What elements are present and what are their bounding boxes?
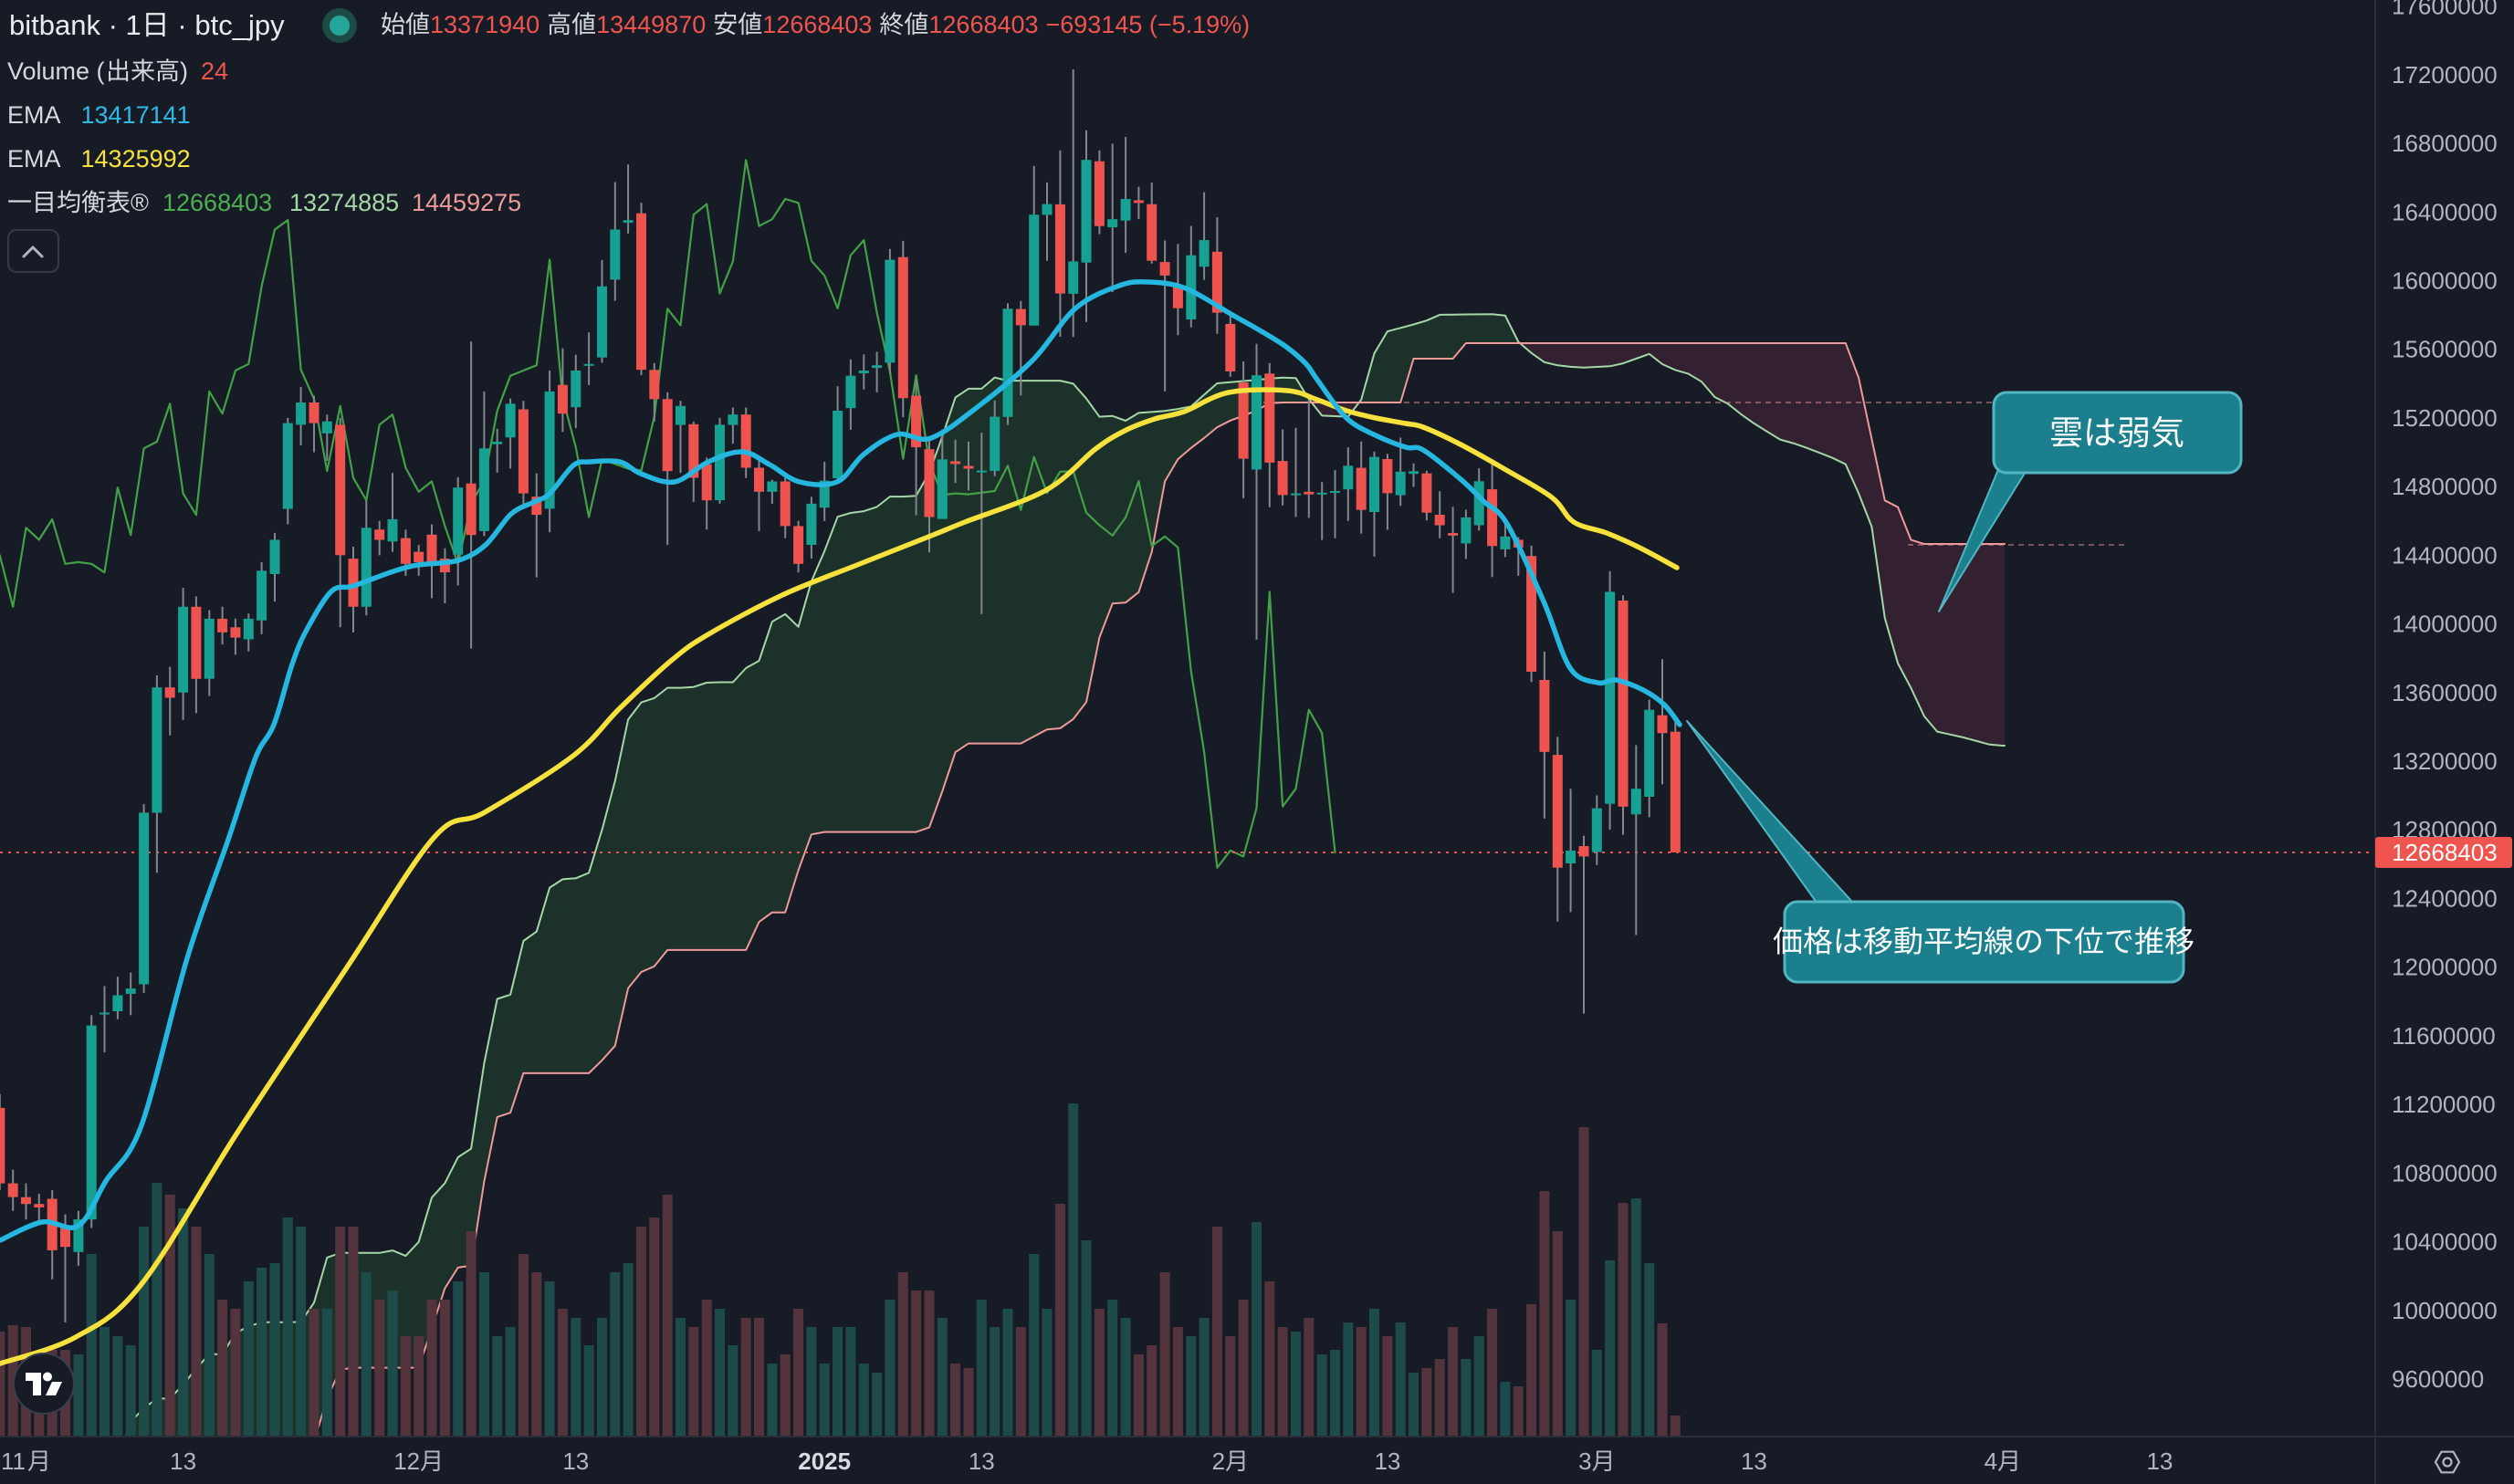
svg-text:12668403: 12668403	[762, 11, 872, 38]
svg-text:12000000: 12000000	[2392, 954, 2498, 981]
svg-text:3: 3	[1578, 1447, 1591, 1475]
svg-text:13: 13	[170, 1447, 196, 1475]
svg-text:13600000: 13600000	[2392, 679, 2498, 706]
svg-text:): )	[180, 57, 188, 85]
svg-text:14400000: 14400000	[2392, 541, 2498, 569]
svg-text:10800000: 10800000	[2392, 1159, 2498, 1186]
svg-text:−693145 (−5.19%): −693145 (−5.19%)	[1046, 11, 1251, 38]
svg-text:4: 4	[1985, 1447, 1997, 1475]
svg-text:13274885: 13274885	[289, 189, 399, 216]
svg-text:12668403: 12668403	[2392, 839, 2498, 866]
svg-text:24: 24	[201, 57, 228, 85]
svg-text:16400000: 16400000	[2392, 198, 2498, 225]
svg-text:12668403: 12668403	[162, 189, 272, 216]
svg-text:13: 13	[1741, 1447, 1767, 1475]
svg-text:13200000: 13200000	[2392, 747, 2498, 775]
svg-text:14000000: 14000000	[2392, 611, 2498, 638]
svg-text:Volume (: Volume (	[7, 57, 105, 85]
svg-text:17600000: 17600000	[2392, 0, 2498, 20]
svg-text:14800000: 14800000	[2392, 473, 2498, 500]
svg-text:12: 12	[393, 1447, 420, 1475]
svg-text:14459275: 14459275	[412, 189, 521, 216]
svg-text:11600000: 11600000	[2392, 1022, 2496, 1050]
svg-text:10400000: 10400000	[2392, 1228, 2498, 1256]
svg-text:13449870: 13449870	[596, 11, 706, 38]
svg-text:®: ®	[131, 189, 149, 216]
svg-text:9600000: 9600000	[2392, 1365, 2484, 1393]
svg-text:12668403: 12668403	[928, 11, 1038, 38]
svg-text:16000000: 16000000	[2392, 267, 2498, 295]
svg-text:2: 2	[1212, 1447, 1225, 1475]
svg-text:2025: 2025	[798, 1447, 851, 1475]
svg-text:10000000: 10000000	[2392, 1297, 2498, 1324]
svg-text:12400000: 12400000	[2392, 885, 2498, 913]
svg-text:13371940: 13371940	[430, 11, 539, 38]
svg-text:13: 13	[969, 1447, 995, 1475]
svg-text:16800000: 16800000	[2392, 130, 2498, 157]
svg-text:11200000: 11200000	[2392, 1091, 2496, 1118]
svg-text:bitbank · 1: bitbank · 1	[9, 9, 141, 41]
svg-text:17200000: 17200000	[2392, 61, 2498, 89]
svg-text:· btc_jpy: · btc_jpy	[170, 9, 285, 41]
svg-text:13: 13	[2146, 1447, 2173, 1475]
svg-text:15200000: 15200000	[2392, 404, 2498, 432]
svg-text:13: 13	[562, 1447, 589, 1475]
svg-text:15600000: 15600000	[2392, 336, 2498, 363]
svg-text:11: 11	[1, 1447, 26, 1475]
svg-text:13: 13	[1374, 1447, 1400, 1475]
